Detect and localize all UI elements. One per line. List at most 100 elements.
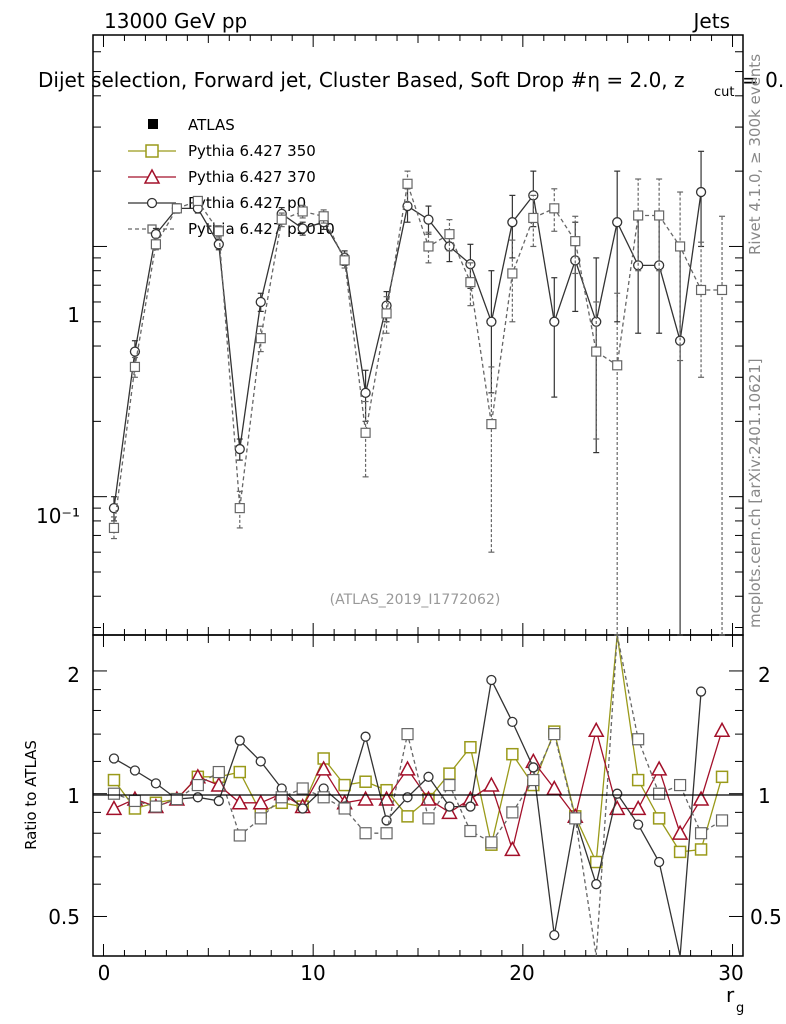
x-axis-label-sub: g [736, 1001, 744, 1016]
legend: ATLAS Pythia 6.427 350 Pythia 6.427 370 … [128, 116, 335, 238]
plot-title: Dijet selection, Forward jet, Cluster Ba… [38, 68, 784, 100]
title-main: Dijet selection, Forward jet, Cluster Ba… [38, 68, 685, 92]
data-point [213, 795, 224, 807]
data-point [465, 277, 476, 288]
series-sp2010 [107, 634, 729, 957]
data-point [150, 228, 162, 240]
data-point [192, 792, 203, 803]
rivet-version-label: Rivet 4.1.0, ≥ 300k events [746, 54, 764, 255]
ratio-y-tick-label-0p5: 0.5 [48, 905, 80, 929]
data-point [633, 819, 644, 830]
data-point [486, 418, 497, 430]
analysis-tag: (ATLAS_2019_I1772062) [330, 592, 501, 608]
data-point [234, 443, 245, 455]
data-point [633, 210, 644, 221]
data-point [422, 812, 435, 825]
data-point [527, 773, 540, 787]
data-point [252, 794, 269, 810]
data-point [399, 760, 416, 776]
data-point [587, 721, 605, 738]
data-point [315, 760, 332, 776]
legend-p2010-label: Pythia 6.427 p2010 [188, 220, 335, 238]
data-point [631, 773, 645, 787]
data-point [591, 879, 602, 890]
data-point [360, 387, 371, 398]
legend-atlas-label: ATLAS [188, 116, 235, 134]
data-point [671, 824, 689, 840]
data-point [401, 728, 414, 741]
series-line [113, 191, 702, 509]
data-point [632, 733, 645, 746]
data-point [507, 217, 518, 228]
data-point [465, 801, 476, 812]
x-tick-label-30: 30 [718, 961, 743, 985]
data-point [255, 333, 266, 344]
data-point [359, 775, 372, 788]
data-point [234, 503, 245, 514]
data-point [108, 753, 120, 764]
jets-label: Jets [692, 9, 730, 33]
data-point [629, 799, 647, 816]
data-point [654, 210, 665, 221]
data-point [296, 782, 309, 795]
data-point [443, 767, 456, 780]
data-point [650, 760, 668, 776]
data-point [591, 346, 602, 357]
ratio-panel-series [105, 634, 731, 957]
data-point [170, 793, 183, 806]
data-point [359, 827, 372, 840]
ratio-y-tick-label-1: 1 [67, 784, 80, 808]
data-point [504, 840, 521, 857]
data-point [692, 790, 710, 806]
x-axis-label-main: r [726, 983, 735, 1007]
data-point [423, 241, 434, 252]
data-point [695, 686, 707, 697]
data-point [338, 778, 351, 792]
data-point [506, 747, 519, 761]
data-point [381, 308, 392, 319]
data-point [612, 217, 623, 228]
data-point [191, 778, 204, 792]
data-point [357, 790, 374, 806]
data-point [234, 735, 245, 746]
data-point [297, 803, 308, 814]
data-point [528, 212, 539, 224]
data-point [380, 827, 393, 840]
data-point [486, 674, 497, 686]
data-point [694, 827, 708, 840]
data-point [378, 790, 395, 806]
data-point [401, 810, 414, 823]
data-point [107, 787, 121, 800]
ratio-y-tick-label-0p5-right: 0.5 [750, 905, 782, 929]
data-point [276, 214, 287, 225]
data-point [612, 360, 623, 371]
data-point [317, 791, 330, 804]
legend-370-marker [143, 168, 161, 184]
data-point [254, 812, 267, 825]
data-point [423, 771, 434, 782]
data-point [105, 799, 123, 816]
data-point [674, 241, 686, 252]
data-point [233, 829, 246, 842]
mcplots-label: mcplots.cern.ch [arXiv:2401.10621] [746, 358, 764, 628]
legend-350-label: Pythia 6.427 350 [188, 142, 316, 160]
x-tick-label-0: 0 [98, 961, 111, 985]
data-point [716, 284, 728, 296]
data-point [673, 845, 687, 859]
data-point [549, 203, 560, 214]
data-point [338, 802, 351, 815]
series-sp2010 [108, 170, 728, 636]
data-point [128, 794, 142, 808]
ratio-y-tick-label-1-right: 1 [758, 784, 771, 808]
data-point [483, 776, 500, 792]
data-point [171, 203, 182, 214]
data-point [652, 812, 666, 825]
data-point [318, 211, 329, 222]
x-tick-label-20: 20 [509, 961, 534, 985]
data-point [464, 824, 477, 838]
data-point [612, 788, 623, 799]
data-point [297, 206, 308, 217]
data-point [506, 806, 519, 819]
data-point [485, 836, 498, 849]
data-point [213, 239, 224, 250]
